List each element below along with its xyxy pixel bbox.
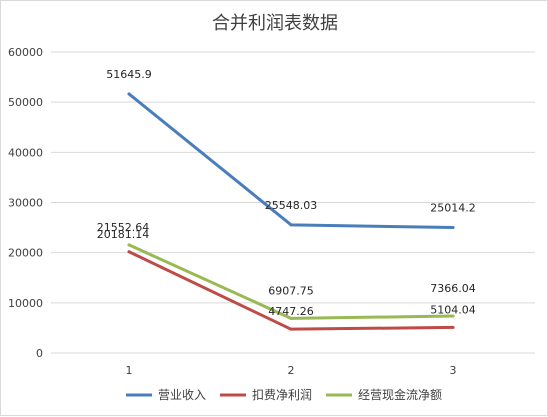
legend-label: 扣费净利润 <box>252 388 312 402</box>
data-label: 20181.14 <box>97 228 150 241</box>
y-axis-ticks: 0 10000 20000 30000 40000 50000 60000 <box>8 46 43 360</box>
data-label: 25548.03 <box>265 199 318 212</box>
data-point <box>451 314 455 318</box>
chart-title: 合并利润表数据 <box>212 13 338 34</box>
data-point <box>289 327 293 331</box>
data-label: 7366.04 <box>430 282 476 295</box>
legend: 营业收入 扣费净利润 经营现金流净额 <box>126 387 442 402</box>
y-tick-label: 20000 <box>8 247 43 260</box>
data-point <box>451 226 455 230</box>
data-point <box>289 223 293 227</box>
y-tick-label: 10000 <box>8 297 43 310</box>
x-tick-label: 3 <box>450 364 457 377</box>
data-point <box>127 92 131 96</box>
data-label: 21552.64 <box>97 221 150 234</box>
data-point <box>127 243 131 247</box>
data-label: 51645.9 <box>106 68 152 81</box>
data-label: 25014.2 <box>430 202 476 215</box>
y-tick-label: 40000 <box>8 146 43 159</box>
series-lines <box>127 92 455 331</box>
legend-label: 营业收入 <box>158 388 206 402</box>
x-tick-label: 1 <box>126 364 133 377</box>
legend-label: 经营现金流净额 <box>358 387 442 402</box>
y-tick-label: 60000 <box>8 46 43 59</box>
data-point <box>451 325 455 329</box>
data-label: 5104.04 <box>430 303 476 316</box>
x-axis-ticks: 1 2 3 <box>126 364 457 377</box>
data-label: 4747.26 <box>268 305 314 318</box>
y-tick-label: 0 <box>36 347 43 360</box>
data-point <box>127 250 131 254</box>
data-point <box>289 316 293 320</box>
data-label: 6907.75 <box>268 284 314 297</box>
y-tick-label: 50000 <box>8 96 43 109</box>
data-labels: 51645.9 25548.03 25014.2 20181.14 4747.26 510… <box>97 68 476 318</box>
x-tick-label: 2 <box>288 364 295 377</box>
y-tick-label: 30000 <box>8 197 43 210</box>
